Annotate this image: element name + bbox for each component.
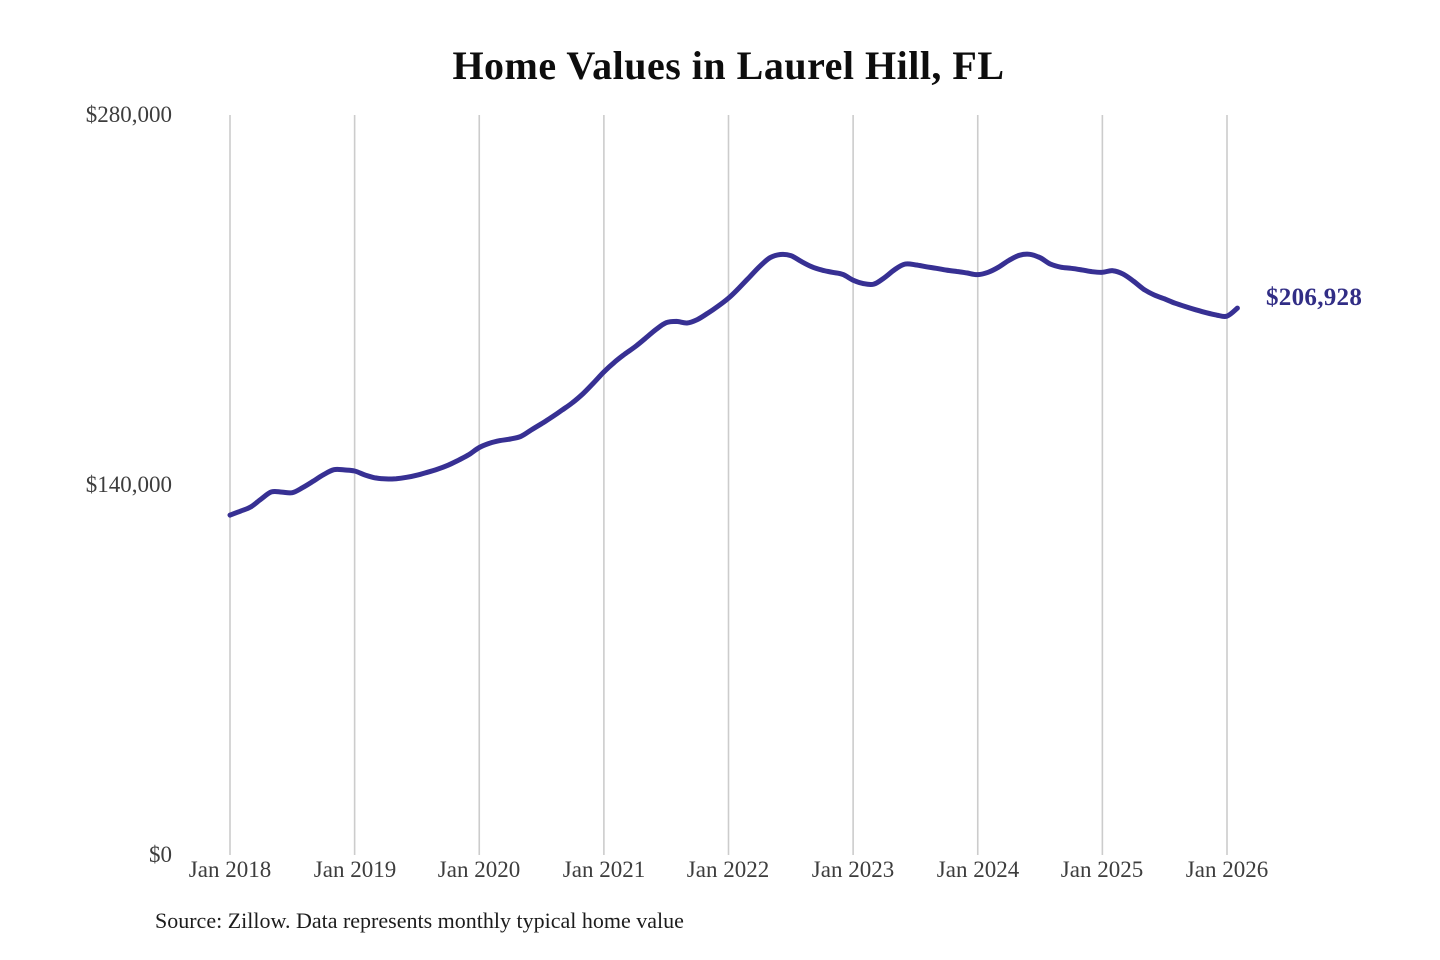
vertical-gridlines — [229, 115, 1228, 855]
x-axis-tick-jan-2021: Jan 2021 — [562, 857, 646, 882]
x-axis-tick-jan-2018: Jan 2018 — [188, 857, 272, 882]
latest-value-label: $206,928 — [1266, 284, 1363, 311]
x-axis-tick-jan-2024: Jan 2024 — [936, 857, 1020, 882]
x-axis-tick-jan-2020: Jan 2020 — [437, 857, 521, 882]
x-axis-tick-jan-2026: Jan 2026 — [1185, 857, 1269, 882]
source-note: Source: Zillow. Data represents monthly … — [155, 908, 684, 933]
y-axis-tick-280000: $280,000 — [85, 102, 172, 127]
x-axis-tick-jan-2023: Jan 2023 — [811, 857, 895, 882]
x-axis-tick-jan-2019: Jan 2019 — [313, 857, 397, 882]
x-axis-tick-jan-2022: Jan 2022 — [686, 857, 770, 882]
y-axis-tick-0: $0 — [149, 842, 172, 867]
home-value-line — [227, 251, 1240, 518]
x-axis-tick-jan-2025: Jan 2025 — [1060, 857, 1144, 882]
chart-title: Home Values in Laurel Hill, FL — [452, 43, 1005, 88]
y-axis-tick-140000: $140,000 — [85, 472, 172, 497]
